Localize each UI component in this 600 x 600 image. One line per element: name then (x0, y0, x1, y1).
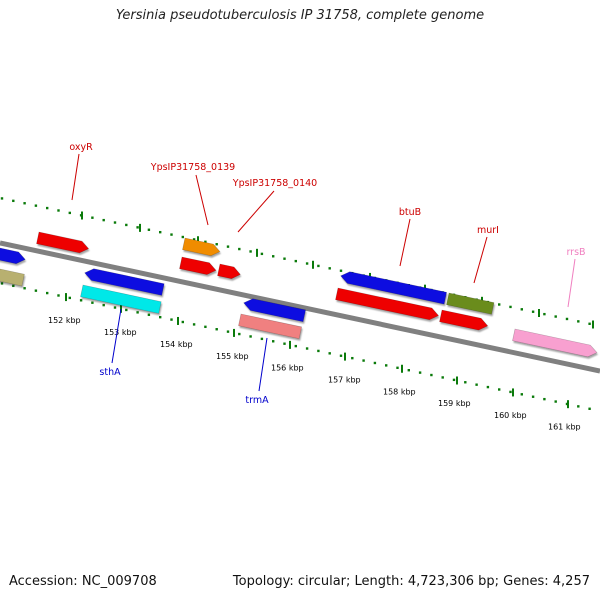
gene-features (0, 231, 598, 358)
inner-tick-track (0, 282, 591, 410)
sthA-gene-feature (80, 284, 162, 314)
trmA-gene-feature (238, 313, 302, 340)
edge-gene-feature-blue (0, 247, 26, 265)
murI-leader-line (473, 236, 488, 284)
ypsip-0140-label: YpsIP31758_0140 (232, 178, 317, 189)
ypsip-0139-label: YpsIP31758_0139 (150, 162, 235, 173)
rrsB-label: rrsB (566, 247, 585, 258)
rrsB-leader-line (567, 258, 576, 308)
accession-label: Accession: NC_009708 (9, 574, 157, 589)
oxyR-leader-line (71, 153, 80, 201)
btuB-gene-feature-lower (335, 287, 439, 321)
scale-label: 161 kbp (548, 423, 581, 432)
scale-label: 155 kbp (216, 352, 249, 361)
scale-label: 152 kbp (48, 316, 81, 325)
ypsip-0139-gene-feature (182, 237, 221, 257)
trmA-label: trmA (245, 395, 269, 406)
murI-gene-feature (446, 292, 495, 315)
scale-label: 156 kbp (271, 364, 304, 373)
murI-gene-feature-lower (439, 309, 489, 331)
trmA-leader-line (258, 337, 268, 392)
scale-label: 159 kbp (438, 399, 471, 408)
map-title: Yersinia pseudotuberculosis IP 31758, co… (115, 8, 485, 23)
btuB-gene-feature (340, 271, 447, 305)
btuB-label: btuB (399, 207, 421, 218)
genome-summary: Topology: circular; Length: 4,723,306 bp… (232, 574, 590, 589)
trmA-gene-feature-upper (243, 298, 306, 323)
genome-backbone (0, 240, 600, 374)
btuB-leader-line (399, 218, 411, 267)
ypsip-0139-gene-feature-2 (179, 256, 217, 275)
scale-label: 160 kbp (494, 411, 527, 420)
rrsB-gene-feature (512, 328, 598, 358)
gene-callouts: oxyR YpsIP31758_0139 YpsIP31758_0140 btuB mu… (69, 142, 585, 406)
ypsip-0139-leader-line (195, 174, 209, 226)
scale-label: 157 kbp (328, 376, 361, 385)
oxyR-label: oxyR (69, 142, 93, 153)
sthA-label: sthA (99, 367, 121, 378)
scale-labels: 152 kbp 153 kbp 154 kbp 155 kbp 156 kbp 157 k… (48, 316, 581, 432)
sthA-leader-line (111, 308, 122, 364)
sthA-gene-feature-upper (84, 268, 165, 296)
ypsip-0140-leader-line (237, 190, 275, 233)
scale-label: 154 kbp (160, 340, 193, 349)
scale-label: 158 kbp (383, 387, 416, 396)
scale-label: 153 kbp (104, 328, 137, 337)
edge-gene-feature-khaki (0, 268, 25, 287)
ypsip-0140-gene-feature (217, 263, 241, 280)
oxyR-gene-feature (36, 231, 90, 254)
murI-label: murI (477, 225, 499, 236)
